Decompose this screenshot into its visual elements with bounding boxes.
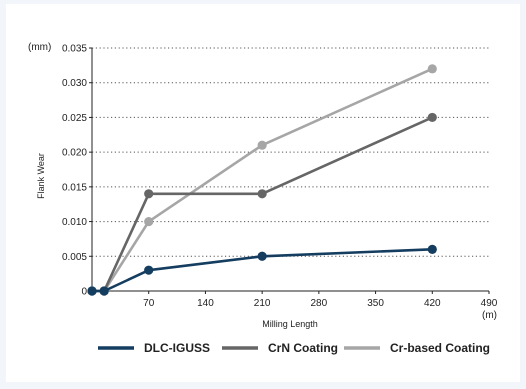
y-axis-title: Flank Wear <box>36 153 46 199</box>
y-tick-label: 0.025 <box>62 113 87 124</box>
series-cr-based-coating <box>87 64 437 296</box>
legend-item: DLC-IGUSS <box>98 341 210 355</box>
y-tick-label: 0.010 <box>62 217 87 228</box>
legend-label: CrN Coating <box>268 341 338 355</box>
data-point <box>144 265 154 275</box>
series-dlc-iguss <box>87 244 437 296</box>
x-tick-label: 210 <box>254 298 271 309</box>
x-tick-label: 420 <box>424 298 441 309</box>
y-tick-label: 0 <box>81 287 87 298</box>
series-crn-coating <box>87 112 437 296</box>
x-tick-label: 140 <box>197 298 214 309</box>
y-tick-label: 0.015 <box>62 182 87 193</box>
x-axis-title: Milling Length <box>262 319 318 329</box>
legend-label: DLC-IGUSS <box>144 341 210 355</box>
x-tick-label: 70 <box>143 298 155 309</box>
data-point <box>144 189 154 199</box>
x-tick-label: 490 <box>481 298 498 309</box>
flank-wear-chart: 0 0.005 0.010 0.015 0.020 0.025 0.030 0.035 70 1… <box>28 42 498 355</box>
data-point <box>257 189 267 199</box>
y-tick-label: 0.035 <box>62 44 87 55</box>
chart-card: 0 0.005 0.010 0.015 0.020 0.025 0.030 0.035 70 1… <box>6 4 520 382</box>
legend-item: CrN Coating <box>222 341 338 355</box>
data-point <box>427 64 437 74</box>
y-tick-label: 0.020 <box>62 148 87 159</box>
y-tick-labels: 0 0.005 0.010 0.015 0.020 0.025 0.030 0.035 <box>62 44 92 298</box>
data-point <box>87 286 97 296</box>
legend: DLC-IGUSS CrN Coating Cr-based Coating <box>98 341 490 355</box>
data-point <box>257 251 267 261</box>
data-point <box>144 216 154 227</box>
y-tick-label: 0.030 <box>62 78 87 89</box>
legend-item: Cr-based Coating <box>344 341 490 355</box>
axes <box>91 48 489 292</box>
data-point <box>257 140 267 150</box>
x-tick-label: 280 <box>311 298 328 309</box>
grid <box>92 47 489 257</box>
y-tick-label: 0.005 <box>62 252 87 263</box>
series-group <box>87 64 437 296</box>
legend-label: Cr-based Coating <box>390 341 490 355</box>
data-point <box>99 286 109 296</box>
data-point <box>427 112 437 123</box>
x-unit-label: (m) <box>482 310 497 321</box>
x-tick-labels: 70 140 210 280 350 420 490 <box>143 291 498 309</box>
x-tick-label: 350 <box>367 298 384 309</box>
data-point <box>427 244 437 254</box>
y-unit-label: (mm) <box>28 42 51 53</box>
